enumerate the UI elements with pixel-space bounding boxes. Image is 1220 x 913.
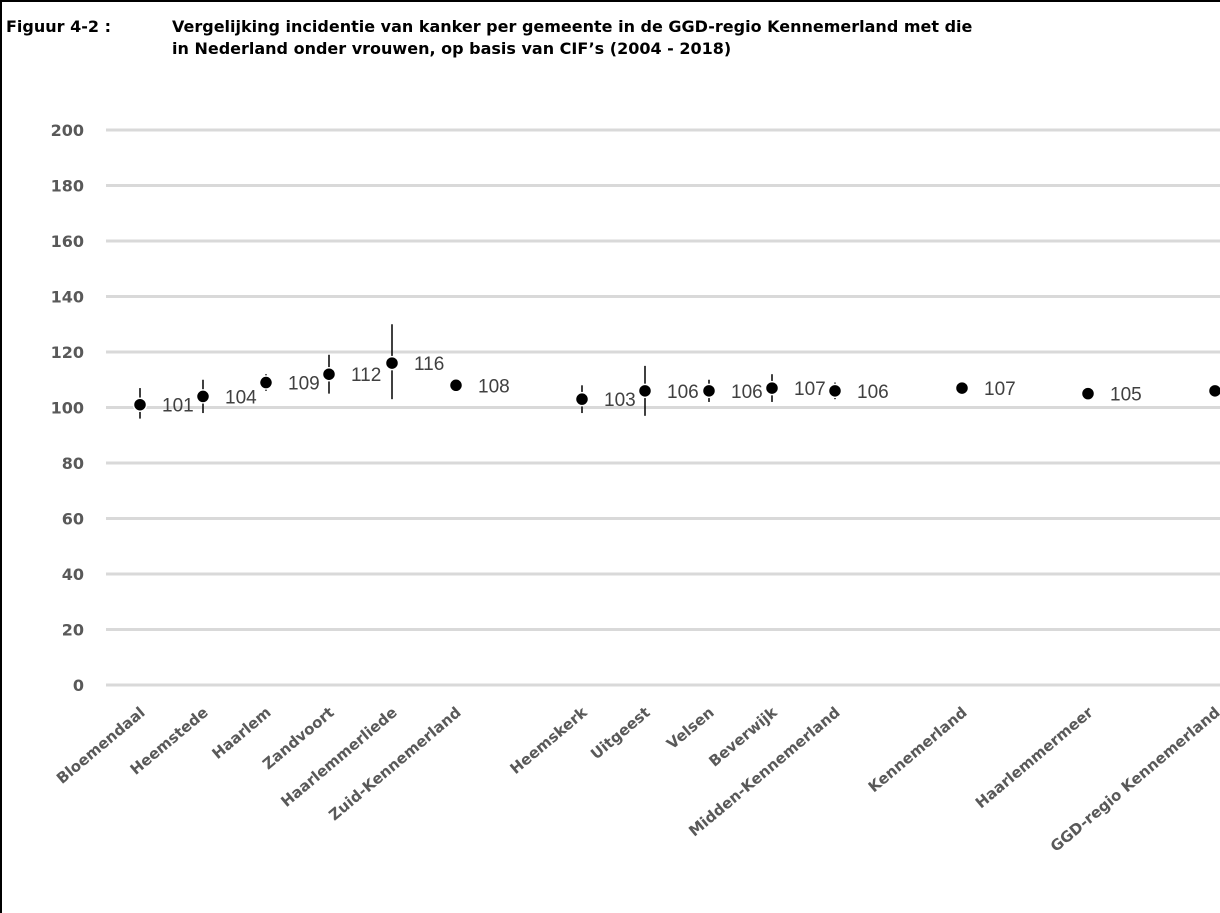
data-point-Uitgeest [637,383,653,399]
y-tick-label-40: 40 [62,565,84,584]
figure-title-line-1: Vergelijking incidentie van kanker per g… [172,17,973,36]
data-label-Bloemendaal: 101 [162,396,194,417]
data-label-Haarlemmerliede: 116 [414,354,444,375]
data-label-Velsen: 106 [731,382,763,403]
figure-title-line-2: in Nederland onder vrouwen, op basis van… [172,39,732,58]
data-point-Heemstede [195,389,211,404]
y-tick-label-120: 120 [51,343,84,362]
data-label-Beverwijk: 107 [794,379,826,400]
y-tick-label-140: 140 [51,288,84,307]
data-point-Heemskerk [574,391,590,407]
x-tick-label-Uitgeest: Uitgeest [587,703,653,763]
y-tick-label-200: 200 [51,121,84,140]
data-point-GGD-regio Kennemerland [1207,383,1220,399]
data-point-Kennemerland [954,380,970,396]
data-point-Beverwijk [764,380,780,396]
figure-number: Figuur 4-2 : [6,17,111,36]
data-label-Midden-Kennemerland: 106 [857,382,889,403]
y-tick-label-180: 180 [51,177,84,196]
data-point-Haarlemmermeer [1080,386,1096,401]
data-label-Kennemerland: 107 [984,379,1016,400]
data-label-Heemstede: 104 [225,387,257,408]
data-label-Zandvoort: 112 [351,365,381,386]
data-point-Haarlemmerliede [384,355,400,371]
data-label-Zuid-Kennemerland: 108 [478,376,510,397]
data-label-Heemskerk: 103 [604,390,636,411]
data-label-Haarlemmermeer: 105 [1110,385,1142,406]
y-tick-label-20: 20 [62,621,84,640]
x-tick-label-Haarlemmerliede: Haarlemmerliede [277,703,400,810]
data-label-Uitgeest: 106 [667,382,699,403]
data-point-Zandvoort [321,366,337,382]
y-tick-label-80: 80 [62,454,84,473]
y-tick-label-100: 100 [51,399,84,418]
y-tick-label-60: 60 [62,510,84,529]
data-point-Haarlem [258,375,274,390]
y-tick-label-0: 0 [73,676,84,695]
x-tick-label-Velsen: Velsen [663,703,717,753]
data-point-Velsen [701,383,717,399]
y-tick-label-160: 160 [51,232,84,251]
x-tick-label-Heemskerk: Heemskerk [507,703,592,778]
data-point-Bloemendaal [132,397,148,412]
data-point-Midden-Kennemerland [827,383,843,399]
data-label-Haarlem: 109 [288,374,320,395]
x-tick-label-Haarlemmermeer: Haarlemmermeer [972,703,1097,812]
x-tick-label-Kennemerland: Kennemerland [865,703,971,796]
data-point-Zuid-Kennemerland [448,378,464,393]
